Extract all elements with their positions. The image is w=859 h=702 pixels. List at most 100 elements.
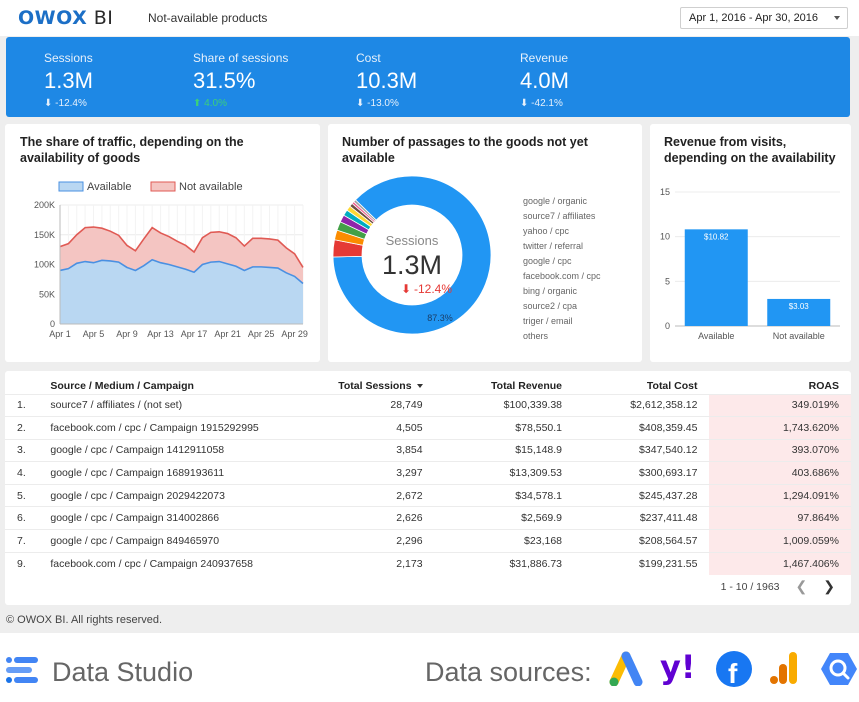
table-row[interactable]: 7. google / cpc / Campaign 849465970 2,296…: [5, 529, 851, 553]
arrow-down-icon: ⬇: [356, 98, 365, 109]
row-index: 4.: [5, 461, 41, 485]
row-revenue: $31,886.73: [434, 551, 575, 575]
chevron-right-icon[interactable]: ❯: [823, 578, 835, 594]
row-revenue: $2,569.9: [434, 506, 575, 530]
kpi-revenue: Revenue 4.0M ⬇ -42.1%: [520, 51, 569, 109]
page-name[interactable]: Not-available products: [148, 11, 268, 25]
date-range-picker[interactable]: Apr 1, 2016 - Apr 30, 2016: [680, 7, 848, 29]
header-source[interactable]: Source / Medium / Campaign: [50, 379, 194, 392]
google-analytics-icon: [770, 652, 797, 684]
line-available: [59, 258, 304, 285]
row-cost: $300,693.17: [574, 461, 710, 485]
table-row[interactable]: 9. facebook.com / cpc / Campaign 24093765…: [5, 551, 851, 575]
y-tick-label: 0: [50, 319, 55, 329]
area-available: [60, 259, 303, 324]
data-sources-label: Data sources:: [425, 657, 592, 687]
y-tick-label: 0: [665, 321, 670, 331]
y-tick-label: 200K: [34, 200, 55, 210]
kpi-delta-value: 4.0%: [204, 98, 227, 109]
row-index: 1.: [5, 393, 41, 417]
header-sessions[interactable]: Total Sessions: [303, 378, 434, 394]
row-cost: $245,437.28: [574, 483, 710, 507]
table-row[interactable]: 4. google / cpc / Campaign 1689193611 3,29…: [5, 461, 851, 485]
traffic-chart-title: The share of traffic, depending on the a…: [20, 135, 244, 165]
arrow-up-icon: ⬆: [193, 98, 202, 109]
row-roas: 1,294.091%: [709, 483, 851, 507]
row-index: 9.: [5, 551, 41, 575]
table-row[interactable]: 5. google / cpc / Campaign 2029422073 2,67…: [5, 483, 851, 507]
bar[interactable]: [767, 298, 831, 326]
row-sessions: 3,854: [303, 438, 435, 462]
legend-swatch-available: [58, 181, 84, 192]
row-index: 3.: [5, 438, 41, 462]
header-roas[interactable]: ROAS: [808, 379, 839, 392]
y-tick-label: 5: [665, 276, 670, 286]
x-tick-label: Apr 5: [83, 329, 105, 339]
donut-slice[interactable]: [353, 199, 377, 222]
traffic-share-card: The share of traffic, depending on the a…: [5, 124, 320, 362]
date-range-value: Apr 1, 2016 - Apr 30, 2016: [689, 12, 819, 24]
data-studio-icon: [6, 657, 38, 683]
header-cost[interactable]: Total Cost: [646, 379, 698, 392]
legend-label-not-available: Not available: [179, 181, 243, 193]
x-tick-label: Apr 1: [49, 329, 71, 339]
kpi-banner: Sessions 1.3M ⬇ -12.4% Share of sessions…: [6, 37, 850, 117]
kpi-delta-value: -12.4%: [55, 98, 87, 109]
donut-legend-label: google / cpc: [523, 256, 572, 266]
donut-legend-label: bing / organic: [523, 286, 578, 296]
row-revenue: $78,550.1: [434, 416, 575, 440]
kpi-delta-value: -42.1%: [531, 98, 563, 109]
traffic-area-chart[interactable]: 0 50K 100K 150K 200K Apr 1 Apr 5 Apr 9 Apr 13 Ap…: [5, 124, 320, 362]
x-tick-label: Apr 21: [214, 329, 241, 339]
row-sessions: 2,626: [303, 506, 435, 530]
kpi-delta: ⬇ -42.1%: [520, 98, 569, 109]
y-tick-label: 50K: [39, 289, 55, 299]
header-revenue[interactable]: Total Revenue: [491, 379, 563, 392]
row-revenue: $23,168: [434, 529, 575, 553]
kpi-label: Sessions: [44, 51, 93, 65]
table-row[interactable]: 3. google / cpc / Campaign 1412911058 3,85…: [5, 438, 851, 462]
table-row[interactable]: 6. google / cpc / Campaign 314002866 2,626…: [5, 506, 851, 530]
donut-center-label: Sessions: [386, 233, 439, 248]
header-index: [5, 378, 40, 394]
copyright-text: © OWOX BI. All rights reserved.: [6, 614, 163, 626]
kpi-delta: ⬆ 4.0%: [193, 98, 288, 109]
chevron-left-icon[interactable]: ❮: [795, 578, 808, 594]
table-row[interactable]: 1. source7 / affiliates / (not set) 28,749…: [5, 393, 851, 417]
y-tick-label: 100K: [34, 260, 55, 270]
x-tick-label: Apr 29: [281, 329, 308, 339]
bar-data-label: $10.82: [704, 232, 729, 241]
row-source: source7 / affiliates / (not set): [40, 393, 304, 417]
x-tick-label: Apr 13: [147, 329, 174, 339]
kpi-value: 4.0M: [520, 68, 569, 93]
chevron-down-icon: [834, 16, 840, 20]
row-revenue: $13,309.53: [434, 461, 575, 485]
arrow-down-icon: ⬇: [520, 98, 529, 109]
row-roas: 393.070%: [709, 438, 851, 462]
revenue-bar-chart[interactable]: 0 5 10 15 $10.82 Available $3.03 Not available: [650, 124, 851, 362]
donut-slice[interactable]: [332, 175, 492, 335]
logo-text: OWOX: [18, 7, 88, 29]
table-row[interactable]: 2. facebook.com / cpc / Campaign 19152929…: [5, 416, 851, 440]
row-cost: $208,564.57: [574, 529, 710, 553]
row-sessions: 28,749: [303, 393, 435, 417]
passages-donut-chart[interactable]: Sessions 1.3M ⬇ -12.4% 87.3% google / or…: [328, 124, 642, 362]
bar[interactable]: [684, 229, 748, 326]
row-cost: $2,612,358.12: [574, 393, 710, 417]
pagination: 1 - 10 / 1963 ❮ ❯: [721, 578, 835, 595]
line-not-available: [59, 226, 304, 268]
svg-text:f: f: [728, 658, 738, 688]
donut-legend-label: source7 / affiliates: [523, 211, 596, 221]
kpi-delta: ⬇ -13.0%: [356, 98, 417, 109]
y-tick-label: 10: [660, 232, 670, 242]
row-index: 6.: [5, 506, 41, 530]
owox-bi-logo[interactable]: OWOX BI: [18, 7, 113, 29]
row-index: 5.: [5, 483, 41, 507]
svg-text:y!: y!: [660, 650, 695, 686]
row-revenue: $15,148.9: [434, 438, 575, 462]
donut-center-delta: -12.4%: [414, 282, 452, 296]
kpi-value: 31.5%: [193, 68, 256, 93]
x-tick-label: Apr 25: [248, 329, 275, 339]
row-source: google / cpc / Campaign 2029422073: [40, 483, 304, 507]
passages-chart-title: Number of passages to the goods not yet …: [342, 135, 588, 165]
